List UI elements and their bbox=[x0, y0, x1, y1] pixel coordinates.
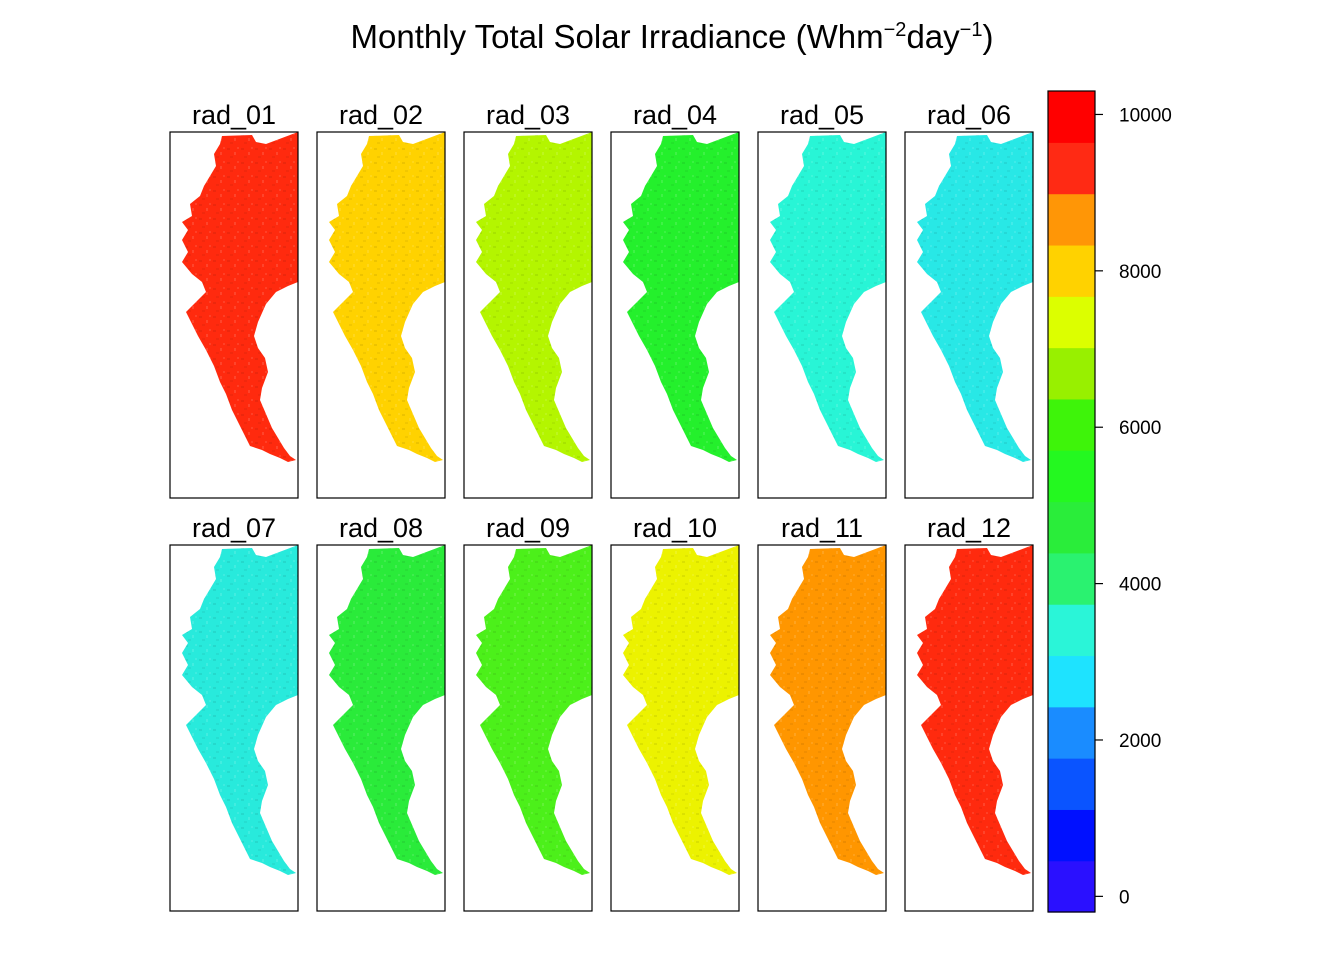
colorbar: 0 2000 4000 6000 8000 10000 bbox=[1047, 90, 1172, 913]
panel-rad_06: rad_06 bbox=[904, 100, 1034, 499]
panel-rad_02: rad_02 bbox=[316, 100, 446, 499]
panel-frame bbox=[757, 544, 887, 912]
colorbar-segment bbox=[1048, 655, 1095, 708]
colorbar-segment bbox=[1048, 450, 1095, 503]
panel-rad_04: rad_04 bbox=[610, 100, 740, 499]
colorbar-tick-label: 2000 bbox=[1119, 731, 1161, 752]
panel-title: rad_12 bbox=[927, 513, 1011, 543]
colorbar-segment bbox=[1048, 347, 1095, 400]
colorbar-segment bbox=[1048, 244, 1095, 297]
panel-rad_12: rad_12 bbox=[904, 513, 1034, 912]
map-texture bbox=[623, 132, 739, 462]
panel-frame bbox=[757, 131, 887, 499]
panel-title: rad_02 bbox=[339, 100, 423, 130]
map-texture bbox=[182, 132, 298, 462]
colorbar-segment bbox=[1048, 604, 1095, 657]
colorbar-segment bbox=[1048, 552, 1095, 605]
colorbar-frame bbox=[1047, 90, 1096, 913]
panel-title: rad_05 bbox=[780, 100, 864, 130]
panel-title: rad_04 bbox=[633, 100, 717, 130]
panel-frame bbox=[610, 131, 740, 499]
panel-frame bbox=[316, 131, 446, 499]
colorbar-segment bbox=[1048, 809, 1095, 862]
panel-frame bbox=[463, 131, 593, 499]
panel-rad_03: rad_03 bbox=[463, 100, 593, 499]
figure-title: Monthly Total Solar Irradiance (Whm−2day… bbox=[350, 18, 994, 55]
colorbar-tick-label: 6000 bbox=[1119, 418, 1161, 439]
colorbar-segment bbox=[1048, 501, 1095, 554]
panel-frame bbox=[904, 131, 1034, 499]
colorbar-segment bbox=[1048, 91, 1095, 143]
colorbar-segment bbox=[1048, 193, 1095, 246]
map-texture bbox=[329, 132, 445, 462]
map-texture bbox=[182, 545, 298, 875]
panel-frame bbox=[169, 544, 299, 912]
colorbar-tick-label: 4000 bbox=[1119, 575, 1161, 596]
panel-rad_11: rad_11 bbox=[757, 513, 887, 912]
map-texture bbox=[770, 132, 886, 462]
colorbar-segment bbox=[1048, 758, 1095, 810]
map-texture bbox=[917, 132, 1033, 462]
panel-rad_05: rad_05 bbox=[757, 100, 887, 499]
panel-frame bbox=[169, 131, 299, 499]
map-texture bbox=[917, 545, 1033, 875]
colorbar-segment bbox=[1048, 398, 1095, 451]
colorbar-segment bbox=[1048, 706, 1095, 759]
panel-frame bbox=[316, 544, 446, 912]
map-texture bbox=[329, 545, 445, 875]
panel-title: rad_03 bbox=[486, 100, 570, 130]
colorbar-segment bbox=[1048, 142, 1095, 195]
panel-frame bbox=[463, 544, 593, 912]
colorbar-tick-label: 8000 bbox=[1119, 262, 1161, 283]
panel-title: rad_07 bbox=[192, 513, 276, 543]
panel-title: rad_08 bbox=[339, 513, 423, 543]
panel-frame bbox=[904, 544, 1034, 912]
panel-title: rad_09 bbox=[486, 513, 570, 543]
map-texture bbox=[476, 132, 592, 462]
colorbar-tick-label: 10000 bbox=[1119, 105, 1172, 126]
panel-grid: rad_01 rad_02 rad_03 rad_04 rad_05 rad_06 rad_… bbox=[169, 100, 1034, 912]
panel-rad_07: rad_07 bbox=[169, 513, 299, 912]
colorbar-segment bbox=[1048, 860, 1095, 913]
panel-title: rad_10 bbox=[633, 513, 717, 543]
panel-title: rad_06 bbox=[927, 100, 1011, 130]
map-texture bbox=[623, 545, 739, 875]
map-texture bbox=[770, 545, 886, 875]
panel-rad_09: rad_09 bbox=[463, 513, 593, 912]
map-texture bbox=[476, 545, 592, 875]
panel-title: rad_11 bbox=[781, 513, 863, 543]
panel-frame bbox=[610, 544, 740, 912]
colorbar-segment bbox=[1048, 296, 1095, 349]
panel-rad_10: rad_10 bbox=[610, 513, 740, 912]
panel-rad_01: rad_01 bbox=[169, 100, 299, 499]
colorbar-tick-label: 0 bbox=[1119, 887, 1130, 908]
panel-title: rad_01 bbox=[192, 100, 276, 130]
panel-rad_08: rad_08 bbox=[316, 513, 446, 912]
